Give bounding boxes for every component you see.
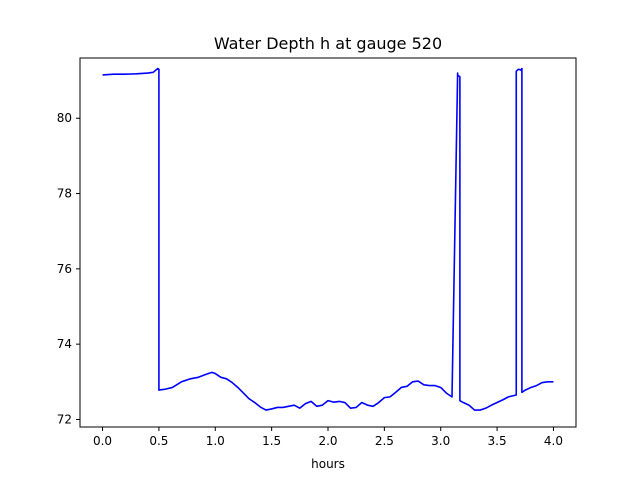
y-tick-label: 74	[57, 337, 72, 351]
x-tick-label: 0.5	[149, 434, 168, 448]
y-tick-label: 72	[57, 412, 72, 426]
y-tick-label: 78	[57, 187, 72, 201]
series-line	[102, 67, 554, 411]
x-tick-label: 3.5	[488, 434, 507, 448]
y-tick-label: 80	[57, 111, 72, 125]
chart-title: Water Depth h at gauge 520	[214, 34, 442, 53]
x-tick-label: 0.0	[93, 434, 112, 448]
x-tick-label: 4.0	[544, 434, 563, 448]
plot-area	[80, 58, 576, 427]
x-tick-label: 1.5	[262, 434, 281, 448]
x-axis-label: hours	[311, 457, 345, 471]
series-layer	[102, 67, 554, 411]
x-ticks: 0.0 0.5 1.0 1.5 2.0 2.5 3.0 3.5 4.0	[93, 427, 563, 448]
x-tick-label: 3.0	[431, 434, 450, 448]
x-tick-label: 1.0	[206, 434, 225, 448]
y-ticks: 72 74 76 78 80	[57, 111, 80, 426]
y-tick-label: 76	[57, 262, 72, 276]
x-tick-label: 2.0	[318, 434, 337, 448]
x-tick-label: 2.5	[375, 434, 394, 448]
